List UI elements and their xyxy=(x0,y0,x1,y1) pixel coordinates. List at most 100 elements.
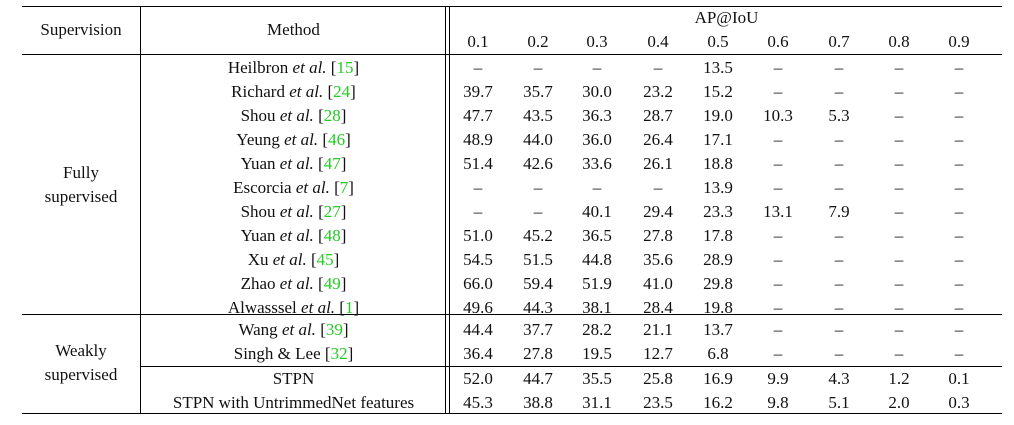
ap-value-cell: – xyxy=(894,298,904,317)
ap-value-cell: 51.0 xyxy=(463,226,493,245)
ap-value-cell: – xyxy=(773,274,783,293)
ap-value-cell: – xyxy=(954,320,964,339)
ap-value-cell: – xyxy=(592,58,602,77)
method-name: Yeung xyxy=(236,130,280,149)
ap-value-cell: 36.4 xyxy=(463,344,493,363)
method-name: Shou xyxy=(240,106,276,125)
group-label-fully: Fully supervised xyxy=(22,161,140,209)
method-cell: Escorcia et al. [7] xyxy=(233,178,354,197)
ap-value-cell: 27.8 xyxy=(523,344,553,363)
threshold-header: 0.9 xyxy=(948,32,970,51)
ap-value-cell: 27.8 xyxy=(643,226,673,245)
ap-value-cell: 31.1 xyxy=(582,393,612,412)
ap-value-cell: 44.8 xyxy=(582,250,612,269)
ap-value-cell: – xyxy=(894,58,904,77)
method-cell: Wang et al. [39] xyxy=(238,320,349,339)
ap-value-cell: – xyxy=(954,82,964,101)
ap-value-cell: 18.8 xyxy=(703,154,733,173)
method-name: Shou xyxy=(240,202,276,221)
results-table: Supervision Method AP@IoU Fully supervis… xyxy=(22,6,1002,414)
method-suffix: et al. xyxy=(284,130,319,149)
ap-value-cell: – xyxy=(773,344,783,363)
ap-value-cell: 9.9 xyxy=(767,369,789,388)
citation-link[interactable]: 32 xyxy=(330,344,348,363)
method-name: Heilbron xyxy=(227,58,289,77)
ap-value-cell: – xyxy=(834,298,844,317)
citation-link[interactable]: 47 xyxy=(323,154,341,173)
ap-value-cell: 28.7 xyxy=(643,106,673,125)
group-rule xyxy=(22,314,1002,315)
method-name: Wang xyxy=(238,320,278,339)
supervision-header: Supervision xyxy=(40,20,122,39)
method-name: Singh & Lee xyxy=(233,344,321,363)
threshold-header: 0.5 xyxy=(707,32,729,51)
ap-value-cell: – xyxy=(894,250,904,269)
metric-header: AP@IoU xyxy=(694,8,759,27)
citation-link[interactable]: 28 xyxy=(323,106,341,125)
ap-value-cell: 29.8 xyxy=(703,274,733,293)
threshold-header: 0.1 xyxy=(467,32,489,51)
citation-link[interactable]: 39 xyxy=(325,320,343,339)
ap-value-cell: 0.1 xyxy=(948,369,970,388)
ap-value-cell: 36.5 xyxy=(582,226,612,245)
ap-value-cell: – xyxy=(773,82,783,101)
ap-value-cell: 28.4 xyxy=(643,298,673,317)
ap-value-cell: – xyxy=(834,130,844,149)
ap-value-cell: 52.0 xyxy=(463,369,493,388)
method-divider-a xyxy=(445,6,446,414)
method-suffix: et al. xyxy=(295,178,330,197)
ap-value-cell: 16.9 xyxy=(703,369,733,388)
method-suffix: et al. xyxy=(279,226,314,245)
ap-value-cell: – xyxy=(653,178,663,197)
ap-value-cell: – xyxy=(894,202,904,221)
ap-value-cell: – xyxy=(473,178,483,197)
ap-value-cell: – xyxy=(894,154,904,173)
ap-value-cell: 13.7 xyxy=(703,320,733,339)
ap-value-cell: 12.7 xyxy=(643,344,673,363)
ap-value-cell: – xyxy=(894,344,904,363)
ap-value-cell: 28.2 xyxy=(582,320,612,339)
citation-link[interactable]: 1 xyxy=(344,298,354,317)
ap-value-cell: – xyxy=(653,58,663,77)
ap-value-cell: – xyxy=(834,154,844,173)
method-cell: Yuan et al. [47] xyxy=(240,154,347,173)
citation-link[interactable]: 49 xyxy=(323,274,341,293)
method-cell: Heilbron et al. [15] xyxy=(227,58,360,77)
ap-value-cell: 16.2 xyxy=(703,393,733,412)
method-suffix: et al. xyxy=(281,320,316,339)
ap-value-cell: 0.3 xyxy=(948,393,970,412)
citation-link[interactable]: 45 xyxy=(316,250,334,269)
citation-link[interactable]: 15 xyxy=(336,58,354,77)
group-label-weakly: Weakly supervised xyxy=(22,339,140,387)
method-name: Alwasssel xyxy=(227,298,297,317)
ap-value-cell: 6.8 xyxy=(707,344,729,363)
ap-value-cell: 30.0 xyxy=(582,82,612,101)
ap-value-cell: – xyxy=(773,154,783,173)
ap-value-cell: – xyxy=(954,298,964,317)
ap-value-cell: 47.7 xyxy=(463,106,493,125)
method-name: Zhao xyxy=(240,274,276,293)
method-cell: Xu et al. [45] xyxy=(247,250,340,269)
method-suffix: et al. xyxy=(279,154,314,173)
ap-value-cell: – xyxy=(954,178,964,197)
ap-value-cell: – xyxy=(834,274,844,293)
ap-value-cell: 51.4 xyxy=(463,154,493,173)
ap-value-cell: 26.4 xyxy=(643,130,673,149)
citation-link[interactable]: 24 xyxy=(333,82,351,101)
ap-value-cell: – xyxy=(834,250,844,269)
ap-value-cell: 49.6 xyxy=(463,298,493,317)
ap-value-cell: 45.2 xyxy=(523,226,553,245)
ap-value-cell: 35.5 xyxy=(582,369,612,388)
citation-link[interactable]: 48 xyxy=(323,226,341,245)
ap-value-cell: 7.9 xyxy=(828,202,850,221)
method-cell: Richard et al. [24] xyxy=(231,82,356,101)
citation-link[interactable]: 46 xyxy=(328,130,346,149)
ap-value-cell: 19.0 xyxy=(703,106,733,125)
ap-value-cell: 5.1 xyxy=(828,393,850,412)
ap-value-cell: 33.6 xyxy=(582,154,612,173)
ap-value-cell: 42.6 xyxy=(523,154,553,173)
ap-value-cell: – xyxy=(834,58,844,77)
supervision-divider xyxy=(140,6,141,414)
citation-link[interactable]: 27 xyxy=(323,202,341,221)
citation-link[interactable]: 7 xyxy=(339,178,349,197)
